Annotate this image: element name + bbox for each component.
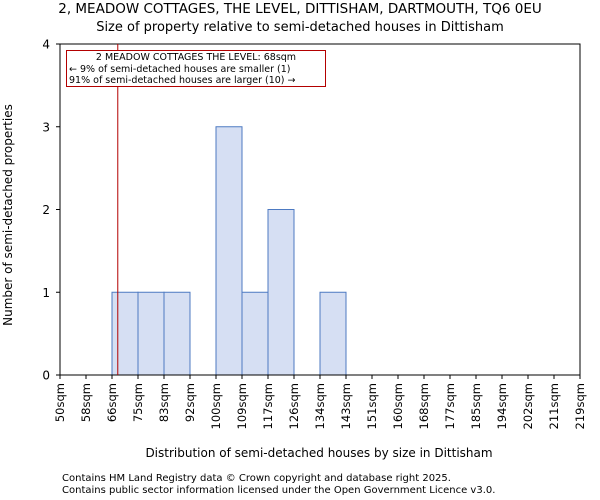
x-tick-label: 194sqm bbox=[495, 383, 509, 429]
y-ticks-group: 0 1 2 3 4 bbox=[42, 38, 60, 383]
x-tick-label: 160sqm bbox=[391, 383, 405, 429]
bar-109sqm bbox=[241, 291, 269, 376]
x-tick-label: 126sqm bbox=[287, 383, 301, 429]
bar-134sqm bbox=[319, 291, 347, 376]
x-tick-label: 109sqm bbox=[235, 383, 249, 429]
footer-line-1: Contains HM Land Registry data © Crown c… bbox=[62, 473, 451, 484]
y-tick-label: 4 bbox=[42, 38, 50, 52]
bar-83sqm bbox=[163, 291, 191, 376]
chart-title: 2, MEADOW COTTAGES, THE LEVEL, DITTISHAM… bbox=[58, 1, 542, 17]
annotation-line-1: 2 MEADOW COTTAGES THE LEVEL: 68sqm bbox=[95, 52, 297, 63]
x-tick-label: 58sqm bbox=[79, 383, 93, 422]
y-tick-label: 1 bbox=[42, 286, 50, 300]
x-tick-label: 202sqm bbox=[521, 383, 535, 429]
x-tick-label: 177sqm bbox=[443, 383, 457, 429]
y-tick-label: 3 bbox=[42, 120, 50, 134]
x-tick-label: 75sqm bbox=[131, 383, 145, 422]
x-tick-label: 92sqm bbox=[183, 383, 197, 422]
footer-line-2: Contains public sector information licen… bbox=[62, 485, 496, 496]
x-tick-label: 100sqm bbox=[209, 383, 223, 429]
x-ticks-group: 50sqm 58sqm 66sqm 75sqm 83sqm 92sqm 100sqm 109s… bbox=[53, 375, 587, 429]
annotation-line-3: 91% of semi-detached houses are larger (… bbox=[69, 75, 296, 86]
y-tick-label: 2 bbox=[42, 203, 50, 217]
y-tick-label: 0 bbox=[42, 369, 50, 383]
x-tick-label: 211sqm bbox=[547, 383, 561, 429]
x-tick-label: 168sqm bbox=[417, 383, 431, 429]
x-tick-label: 50sqm bbox=[53, 383, 67, 422]
x-tick-label: 134sqm bbox=[313, 383, 327, 429]
x-tick-label: 143sqm bbox=[339, 383, 353, 429]
x-tick-label: 117sqm bbox=[261, 383, 275, 429]
chart-subtitle: Size of property relative to semi-detach… bbox=[96, 20, 504, 35]
bar-66sqm bbox=[111, 291, 139, 376]
y-axis-label: Number of semi-detached properties bbox=[1, 104, 15, 326]
x-tick-label: 151sqm bbox=[365, 383, 379, 429]
bars-group bbox=[111, 126, 347, 376]
property-annotation-box: 2 MEADOW COTTAGES THE LEVEL: 68sqm ← 9% … bbox=[66, 50, 326, 87]
x-tick-label: 219sqm bbox=[573, 383, 587, 429]
bar-117sqm bbox=[267, 209, 295, 376]
x-tick-label: 83sqm bbox=[157, 383, 171, 422]
bar-100sqm bbox=[215, 126, 243, 376]
x-tick-label: 185sqm bbox=[469, 383, 483, 429]
annotation-line-2: ← 9% of semi-detached houses are smaller… bbox=[69, 63, 291, 75]
bar-75sqm bbox=[137, 291, 165, 376]
x-axis-label: Distribution of semi-detached houses by … bbox=[145, 446, 492, 460]
x-tick-label: 66sqm bbox=[105, 383, 119, 422]
